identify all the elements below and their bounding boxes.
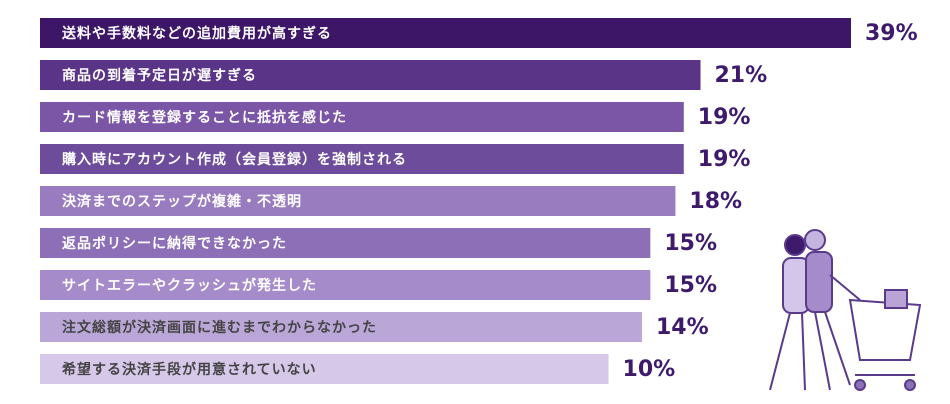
value-label: 14% (656, 315, 709, 340)
bar-label: サイトエラーやクラッシュが発生した (62, 277, 317, 294)
bar-label: カード情報を登録することに抵抗を感じた (62, 109, 347, 126)
value-label: 15% (664, 231, 717, 256)
bar (40, 312, 642, 342)
bar (40, 18, 851, 48)
shoppers-illustration (769, 229, 922, 391)
bar (40, 60, 701, 90)
bar (40, 354, 609, 384)
value-label: 19% (698, 105, 751, 130)
bar-label: 返品ポリシーに納得できなかった (62, 235, 287, 252)
value-label: 15% (664, 273, 717, 298)
bar (40, 186, 676, 216)
bar-label: 送料や手数料などの追加費用が高すぎる (61, 25, 332, 42)
bar (40, 270, 651, 300)
bar-label: 決済までのステップが複雑・不透明 (62, 193, 302, 210)
value-label: 18% (689, 189, 742, 214)
bar-label: 希望する決済手段が用意されていない (62, 361, 317, 378)
bar-label: 商品の到着予定日が遅すぎる (62, 67, 257, 84)
value-label: 10% (623, 357, 676, 382)
value-label: 21% (715, 63, 768, 88)
bar (40, 144, 684, 174)
bar (40, 228, 651, 258)
bar-label: 注文総額が決済画面に進むまでわからなかった (62, 319, 377, 336)
value-label: 19% (698, 147, 751, 172)
value-label: 39% (865, 21, 918, 46)
bar (40, 102, 684, 132)
bar-label: 購入時にアカウント作成（会員登録）を強制される (61, 151, 407, 168)
